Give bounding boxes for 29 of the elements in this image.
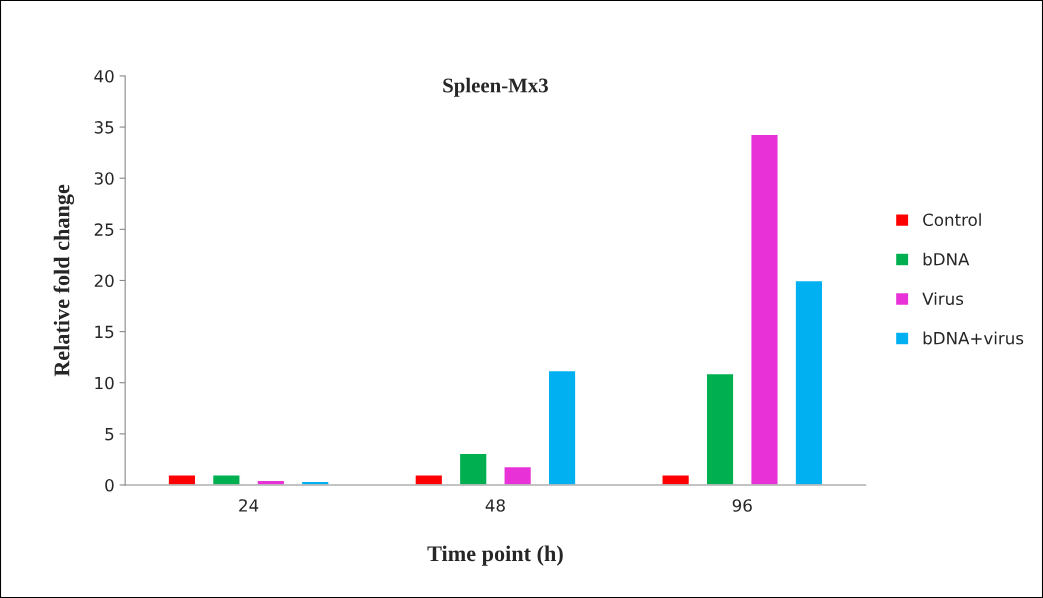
- y-tick-label: 15: [95, 325, 114, 339]
- y-tick-label: 35: [94, 121, 114, 134]
- bar: [414, 474, 444, 485]
- x-tick-label: 96: [732, 499, 752, 512]
- legend-label: bDNA+virus: [923, 331, 1024, 345]
- legend-label: Control: [923, 213, 981, 227]
- y-tick-label: 25: [94, 223, 114, 236]
- bar: [458, 452, 488, 485]
- bar: [794, 279, 824, 485]
- y-tick-label: 40: [94, 69, 114, 83]
- bar: [705, 372, 735, 485]
- y-axis-title: Relative fold change: [53, 184, 75, 377]
- chart-title: Spleen-Mx3: [443, 77, 548, 97]
- bar: [503, 465, 533, 485]
- bar: [167, 474, 197, 485]
- legend-label: Virus: [922, 292, 964, 306]
- y-tick-label: 20: [94, 274, 114, 288]
- y-tick-label: 30: [94, 172, 114, 185]
- legend-label: bDNA: [923, 252, 970, 266]
- bar: [750, 133, 779, 485]
- y-tick-label: 10: [95, 376, 114, 390]
- y-tick-label: 5: [105, 428, 114, 441]
- y-tick-label: 0: [105, 478, 114, 492]
- x-tick-label: 24: [239, 499, 259, 512]
- bar: [211, 474, 241, 485]
- bar: [547, 369, 577, 485]
- x-axis-title: Time point (h): [427, 545, 563, 566]
- x-tick-label: 48: [485, 499, 505, 512]
- bar: [661, 474, 691, 485]
